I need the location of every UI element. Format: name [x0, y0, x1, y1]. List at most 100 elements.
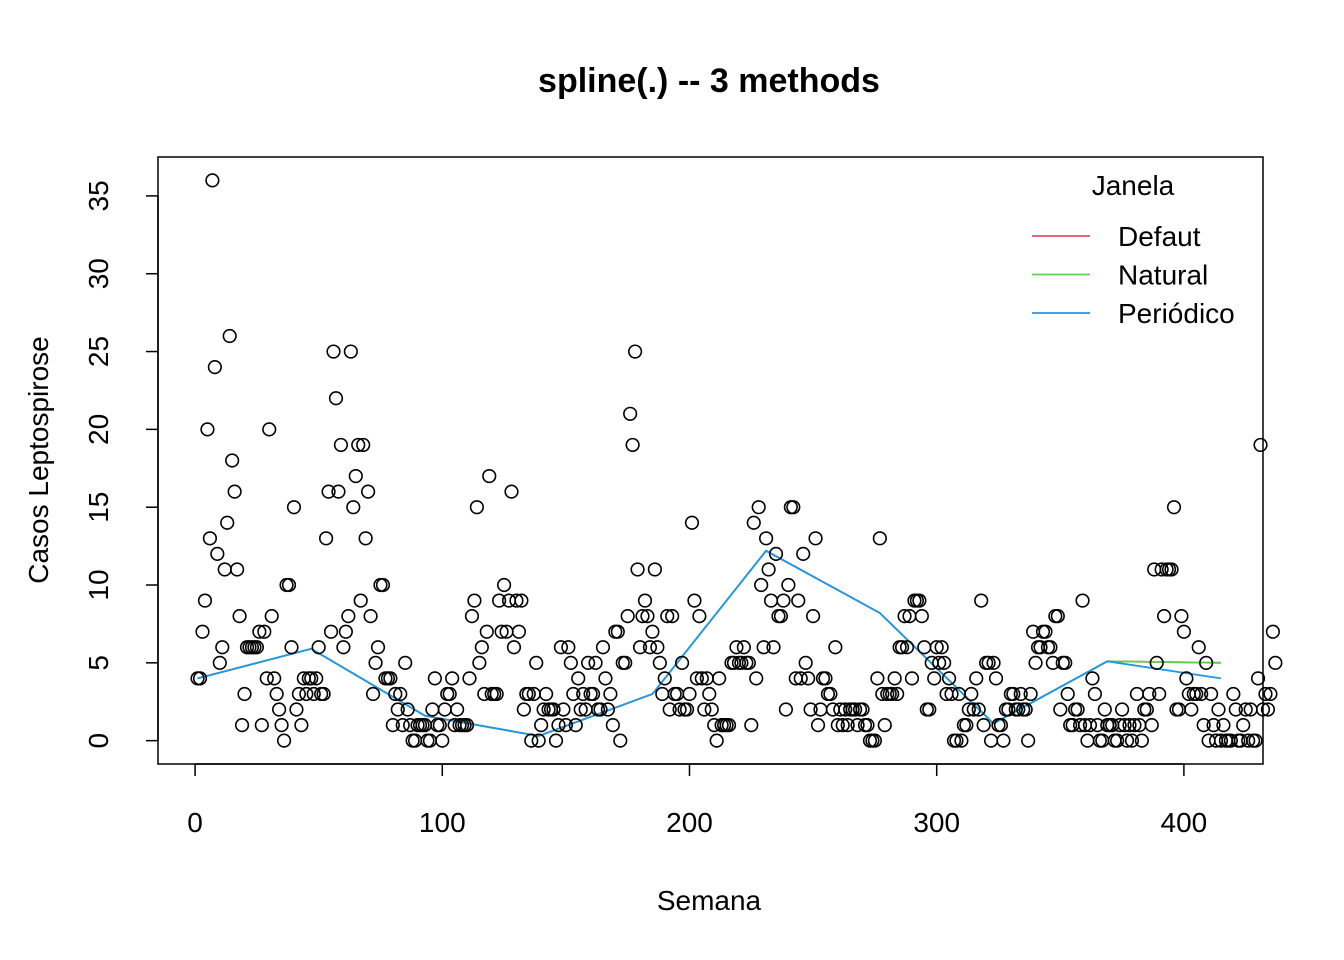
data-point	[628, 344, 643, 359]
x-tick-label: 400	[1161, 807, 1208, 838]
data-point	[299, 686, 314, 702]
data-point	[1082, 717, 1098, 733]
x-axis-label: Semana	[657, 885, 762, 916]
data-point	[464, 609, 480, 624]
data-point	[267, 671, 282, 686]
data-point	[501, 593, 517, 608]
data-point	[729, 640, 744, 655]
data-point	[781, 577, 796, 593]
data-point	[912, 593, 927, 608]
data-point	[1134, 733, 1149, 748]
data-point	[605, 717, 620, 733]
x-tick-label: 0	[187, 807, 203, 838]
data-point	[254, 717, 269, 733]
data-point	[328, 391, 344, 406]
data-point	[534, 717, 549, 733]
data-point	[704, 702, 719, 717]
data-point	[1038, 624, 1053, 639]
data-point	[215, 640, 230, 655]
data-point	[657, 671, 672, 686]
data-point	[390, 702, 405, 717]
x-tick-label: 300	[913, 807, 960, 838]
data-point	[932, 655, 947, 670]
data-point	[1011, 702, 1026, 717]
data-point	[662, 702, 677, 717]
data-point	[388, 686, 403, 702]
data-point	[232, 609, 247, 624]
data-point	[1236, 717, 1251, 733]
data-point	[348, 468, 363, 484]
data-point	[363, 609, 378, 624]
data-point	[988, 671, 1004, 686]
data-point	[220, 515, 235, 530]
data-point	[796, 546, 811, 561]
data-point	[944, 686, 959, 702]
data-point	[759, 531, 774, 546]
data-point	[351, 437, 366, 453]
data-point	[1154, 562, 1169, 577]
data-point	[573, 702, 588, 717]
data-point	[709, 733, 724, 748]
data-point	[524, 733, 539, 748]
data-point	[828, 640, 843, 655]
data-point	[482, 468, 497, 484]
data-point	[986, 655, 1001, 670]
data-point	[262, 422, 277, 437]
data-point	[276, 733, 292, 748]
data-point	[1258, 686, 1273, 702]
data-point	[890, 686, 905, 702]
data-point	[756, 640, 771, 655]
data-point	[1050, 609, 1065, 624]
data-point	[425, 702, 440, 717]
chart-title: spline(.) -- 3 methods	[538, 62, 880, 100]
data-point	[472, 655, 487, 670]
data-point	[885, 686, 900, 702]
data-point	[934, 640, 949, 655]
y-tick-label: 0	[83, 733, 114, 749]
data-point	[358, 531, 373, 546]
data-point	[1216, 717, 1231, 733]
data-point	[368, 655, 383, 670]
data-point	[546, 702, 561, 717]
data-point	[459, 717, 475, 733]
data-point	[489, 686, 504, 702]
data-point	[474, 640, 489, 655]
data-point	[1255, 702, 1271, 717]
data-point	[1060, 686, 1075, 702]
data-point	[1238, 702, 1253, 717]
data-point	[556, 702, 571, 717]
data-point	[870, 671, 885, 686]
data-point	[825, 702, 840, 717]
data-point	[904, 671, 920, 686]
data-point	[286, 500, 302, 515]
data-point	[531, 733, 546, 748]
data-point	[647, 562, 662, 577]
data-point	[1142, 686, 1157, 702]
y-tick-label: 15	[83, 492, 114, 523]
data-point	[469, 500, 484, 515]
data-point	[336, 640, 351, 655]
data-point	[763, 593, 779, 608]
data-point	[808, 531, 823, 546]
data-point	[462, 671, 477, 686]
data-point	[343, 344, 358, 359]
data-point	[610, 624, 625, 639]
data-point	[1075, 593, 1090, 608]
data-point	[872, 531, 887, 546]
data-point	[400, 702, 415, 717]
data-point	[1001, 702, 1016, 717]
data-point	[981, 655, 996, 670]
data-point	[289, 702, 304, 717]
data-point	[966, 702, 981, 717]
data-point	[899, 640, 915, 655]
data-point	[894, 640, 910, 655]
data-point	[660, 609, 675, 624]
data-point	[684, 515, 700, 530]
series-line-natural	[197, 549, 1222, 737]
data-point	[427, 671, 442, 686]
data-point	[801, 671, 816, 686]
data-point	[974, 593, 989, 608]
data-point	[600, 702, 616, 717]
data-point	[432, 717, 447, 733]
